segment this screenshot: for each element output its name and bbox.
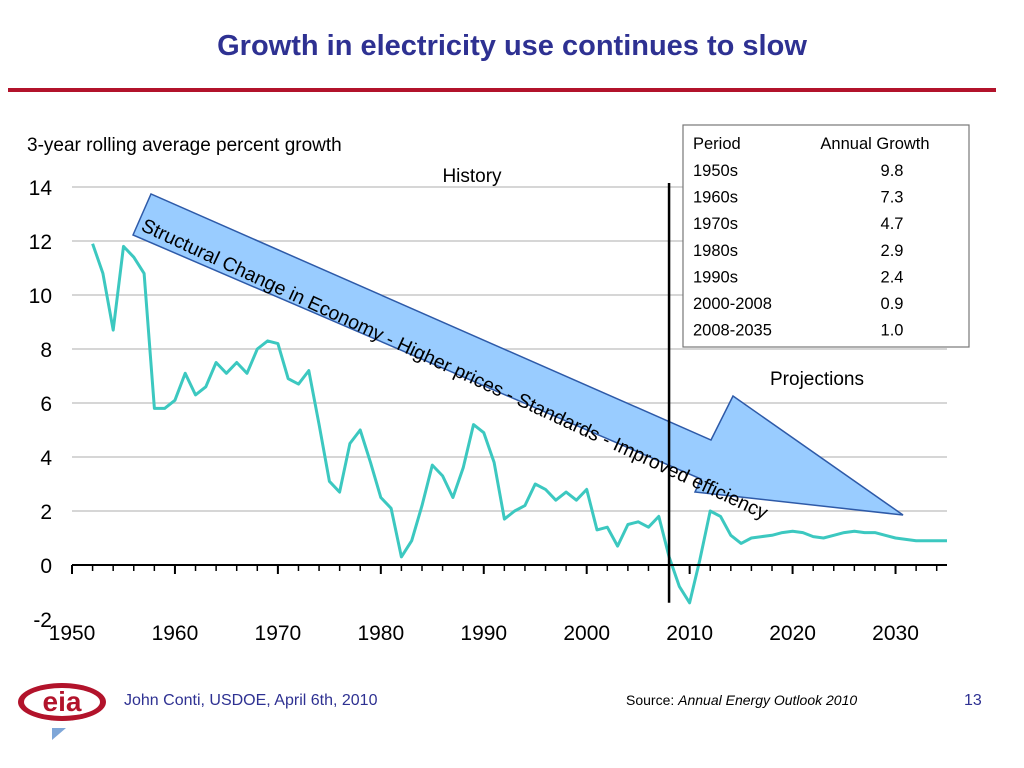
logo-tick-icon (52, 728, 66, 740)
slide-title: Growth in electricity use continues to s… (217, 30, 807, 62)
table-cell-period: 2008-2035 (693, 322, 772, 340)
table-cell-period: 1980s (693, 242, 738, 260)
x-tick-label: 1990 (460, 622, 507, 645)
table-cell-growth: 2.4 (881, 268, 904, 286)
history-label: History (442, 166, 502, 187)
svg-text:eia: eia (43, 686, 82, 717)
projections-label: Projections (770, 369, 864, 390)
x-tick-label: 2020 (769, 622, 816, 645)
growth-series-line (91, 243, 947, 605)
title-rule (8, 88, 996, 92)
table-cell-period: 2000-2008 (693, 295, 772, 313)
source-label: Source: (626, 692, 675, 708)
y-axis-label: 3-year rolling average percent growth (27, 135, 342, 156)
y-tick-label: 6 (40, 393, 52, 416)
x-tick-label: 2000 (563, 622, 610, 645)
source-title: Annual Energy Outlook 2010 (678, 692, 858, 708)
growth-table: Period Annual Growth 1950s 9.8 1960s 7.3 1970s… (682, 124, 970, 348)
y-tick-label: 8 (40, 339, 52, 362)
table-cell-period: 1960s (693, 189, 738, 207)
x-tick-label: 2010 (666, 622, 713, 645)
y-tick-label: 2 (40, 501, 52, 524)
y-tick-label: 12 (29, 231, 52, 254)
x-tick-label: 1950 (49, 622, 96, 645)
table-cell-growth: 0.9 (881, 295, 904, 313)
table-cell-growth: 7.3 (881, 189, 904, 207)
table-cell-period: 1970s (693, 215, 738, 233)
table-cell-growth: 9.8 (881, 162, 904, 180)
x-tick-label: 2030 (872, 622, 919, 645)
table-cell-growth: 4.7 (881, 215, 904, 233)
table-header-period: Period (693, 135, 741, 153)
y-tick-label: 10 (29, 285, 52, 308)
author-credit: John Conti, USDOE, April 6th, 2010 (124, 692, 378, 709)
y-tick-label: 4 (40, 447, 52, 470)
series-layer (91, 243, 947, 605)
y-tick-label: 14 (29, 177, 53, 200)
arrow-text: Structural Change in Economy - Higher pr… (138, 215, 771, 525)
table-border (682, 124, 970, 348)
table-cell-period: 1950s (693, 162, 738, 180)
y-tick-label: -2 (33, 609, 52, 632)
page-number: 13 (964, 692, 982, 709)
x-tick-label: 1970 (255, 622, 302, 645)
table-cell-growth: 1.0 (881, 322, 904, 340)
y-tick-label: 0 (40, 555, 52, 578)
table-header-growth: Annual Growth (820, 135, 929, 153)
eia-logo-icon: eia (18, 683, 106, 721)
table-cell-growth: 2.9 (881, 242, 904, 260)
x-tick-label: 1960 (152, 622, 199, 645)
axis-layer: -2 0 2 4 6 8 10 12 14 1950 1960 1970 1980 1990 2000 201… (29, 177, 947, 645)
table-cell-period: 1990s (693, 268, 738, 286)
x-tick-label: 1980 (357, 622, 404, 645)
trend-arrow (132, 193, 904, 516)
source-note: Source: Annual Energy Outlook 2010 (626, 692, 857, 708)
